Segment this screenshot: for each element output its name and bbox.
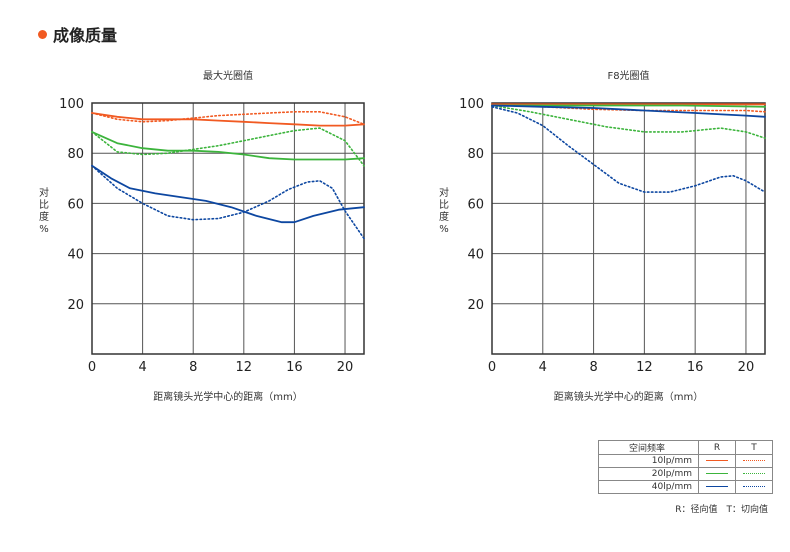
y-tick-label: 80	[67, 147, 84, 162]
x-tick-label: 0	[88, 360, 96, 375]
chart-2: F8光圈值 20 40 60 80 100 0 4 8 12 16 20 对比度% 距离镜头光学中心的距离…	[439, 69, 766, 403]
legend-header-freq: 空间频率	[598, 440, 699, 455]
x-tick-label: 20	[337, 360, 354, 375]
series-line	[491, 106, 766, 193]
x-tick-label: 4	[539, 360, 547, 375]
legend-row: 10lp/mm	[598, 454, 773, 468]
legend-swatch-r	[698, 480, 736, 494]
y-tick-label: 40	[467, 248, 484, 263]
y-tick-label: 100	[459, 97, 484, 112]
legend-note: R：径向值 T：切向值	[675, 505, 768, 515]
x-tick-label: 8	[189, 360, 197, 375]
plot-frame	[491, 102, 766, 355]
y-axis-label: 对比度%	[39, 186, 49, 235]
x-tick-label: 0	[488, 360, 496, 375]
x-axis-label: 距离镜头光学中心的距离（mm）	[153, 390, 302, 403]
chart-title: 最大光圈值	[203, 69, 253, 82]
y-tick-label: 40	[67, 248, 84, 263]
x-axis-label: 距离镜头光学中心的距离（mm）	[554, 390, 703, 403]
heading-text: 成像质量	[53, 26, 118, 45]
bullet-dot-icon	[38, 29, 47, 39]
y-tick-label: 100	[59, 97, 84, 112]
legend-swatch-t	[735, 467, 773, 481]
legend-header-r: R	[698, 440, 736, 455]
legend-row: 40lp/mm	[598, 480, 773, 494]
legend-header-row: 空间频率 R T	[598, 440, 773, 455]
x-tick-label: 4	[138, 360, 146, 375]
series-line	[491, 104, 766, 108]
y-axis-label: 对比度%	[439, 186, 449, 235]
x-tick-label: 12	[636, 360, 653, 375]
legend-swatch-r	[698, 454, 736, 468]
series-line	[91, 112, 365, 127]
y-tick-label: 60	[67, 197, 84, 212]
plot-frame	[91, 102, 365, 355]
y-tick-label: 60	[467, 197, 484, 212]
section-heading: 成像质量	[38, 22, 117, 46]
series-line	[91, 111, 365, 126]
legend-label: 40lp/mm	[598, 480, 699, 494]
legend-label: 10lp/mm	[598, 454, 699, 468]
legend-table: 空间频率 R T 10lp/mm 20lp/mm 40lp/mm	[598, 440, 773, 494]
x-tick-label: 20	[738, 360, 755, 375]
legend-row: 20lp/mm	[598, 467, 773, 481]
series-line	[91, 131, 365, 161]
legend-header-t: T	[735, 440, 773, 455]
chart-1: 最大光圈值 20 40 60 80 100 0 4 8 12 16 20 对比度% 距离镜头光学中心的距离…	[39, 69, 365, 403]
legend-swatch-t	[735, 454, 773, 468]
series-line	[91, 127, 365, 167]
x-tick-label: 16	[687, 360, 704, 375]
legend-label: 20lp/mm	[598, 467, 699, 481]
legend-swatch-r	[698, 467, 736, 481]
x-tick-label: 12	[236, 360, 253, 375]
x-tick-label: 16	[286, 360, 303, 375]
y-tick-label: 20	[467, 298, 484, 313]
chart-title: F8光圈值	[607, 69, 649, 82]
y-tick-label: 80	[467, 147, 484, 162]
legend-swatch-t	[735, 480, 773, 494]
series-line	[491, 104, 766, 139]
series-line	[91, 165, 365, 240]
series-line	[491, 104, 766, 118]
x-tick-label: 8	[589, 360, 597, 375]
y-tick-label: 20	[67, 298, 84, 313]
series-line	[91, 164, 365, 224]
